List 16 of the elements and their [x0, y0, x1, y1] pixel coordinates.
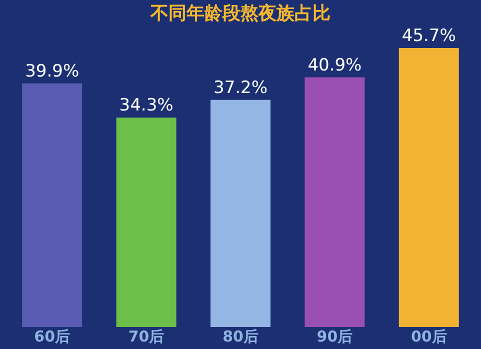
x-tick-label: 80后	[222, 328, 258, 346]
x-tick-label: 90后	[316, 328, 353, 346]
data-label: 45.7%	[402, 26, 456, 46]
bar	[304, 77, 365, 327]
x-tick-label: 70后	[128, 328, 164, 346]
x-tick-label: 60后	[34, 328, 70, 346]
x-tick-label: 00后	[410, 328, 447, 346]
data-label: 37.2%	[213, 78, 268, 98]
data-label: 40.9%	[308, 55, 362, 76]
data-label: 39.9%	[25, 61, 80, 82]
bar	[22, 83, 82, 327]
bar	[398, 48, 459, 327]
data-label: 34.3%	[119, 96, 174, 116]
chart-title: 不同年龄段熬夜族占比	[150, 3, 330, 24]
bar	[210, 100, 270, 327]
bar	[116, 118, 176, 327]
